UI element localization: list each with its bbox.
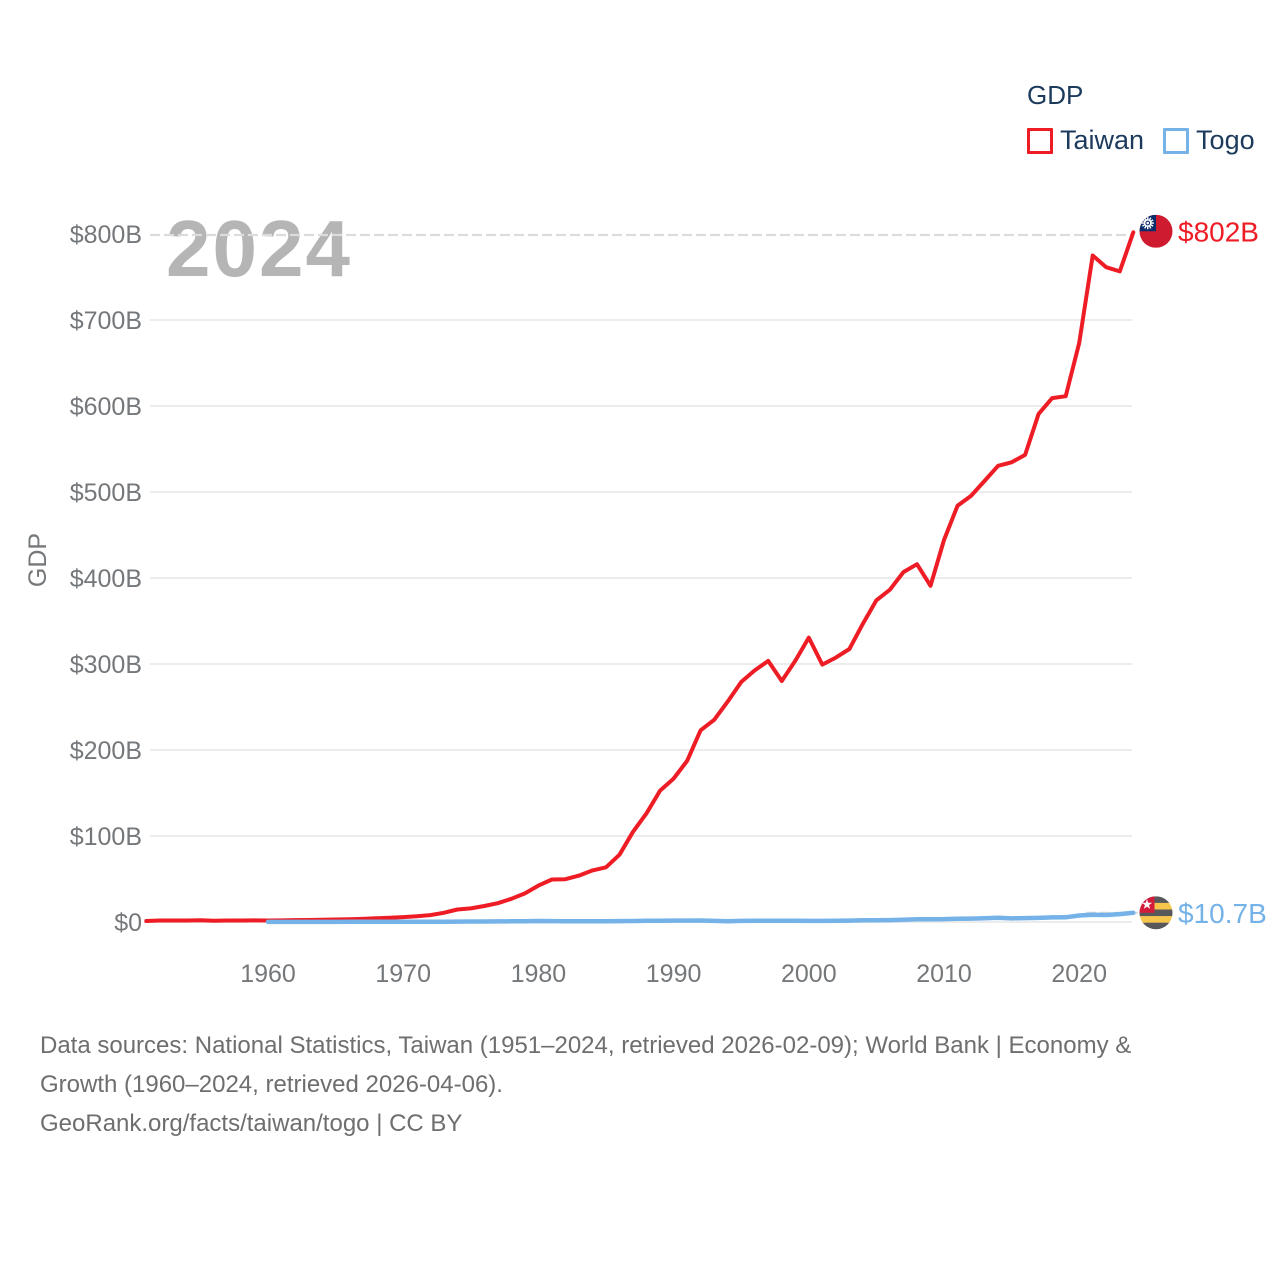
- gdp-line-chart: $0 $100B $200B $300B $400B $500B $600B $700B $80…: [24, 214, 1267, 988]
- data-sources-line-2: Growth (1960–2024, retrieved 2026-04-06)…: [40, 1071, 503, 1098]
- y-axis-title: GDP: [24, 533, 52, 587]
- taiwan-series-swatch: [1027, 127, 1053, 154]
- x-tick-label: 1960: [240, 960, 296, 988]
- y-tick-label: $100B: [70, 823, 142, 851]
- x-tick-label: 1980: [511, 960, 567, 988]
- taiwan-flag-icon[interactable]: [1139, 214, 1173, 248]
- y-tick-label: $300B: [70, 651, 142, 679]
- year-watermark: 2024: [166, 204, 352, 293]
- y-tick-label: $0: [114, 909, 142, 937]
- legend-item-taiwan[interactable]: Taiwan: [1027, 125, 1144, 156]
- x-tick-label: 1970: [375, 960, 431, 988]
- y-tick-label: $500B: [70, 479, 142, 507]
- togo-line[interactable]: [265, 910, 1136, 925]
- taiwan-line[interactable]: [144, 230, 1136, 923]
- attribution-line: GeoRank.org/facts/taiwan/togo | CC BY: [40, 1110, 463, 1137]
- legend-label-taiwan: Taiwan: [1060, 125, 1145, 155]
- y-tick-label: $800B: [70, 221, 142, 249]
- legend-item-togo[interactable]: Togo: [1163, 125, 1255, 156]
- y-tick-label: $700B: [70, 307, 142, 335]
- x-tick-label: 2020: [1051, 960, 1107, 988]
- y-tick-label: $400B: [70, 565, 142, 593]
- togo-value-label: $10.7B: [1178, 898, 1267, 929]
- legend-title: GDP: [1027, 80, 1084, 110]
- data-sources-line-1: Data sources: National Statistics, Taiwa…: [40, 1032, 1132, 1059]
- legend-label-togo: Togo: [1196, 125, 1255, 155]
- togo-series-swatch: [1163, 127, 1190, 154]
- x-tick-label: 1990: [646, 960, 702, 988]
- y-axis-ticks: $0 $100B $200B $300B $400B $500B $600B $700B $80…: [70, 221, 142, 937]
- legend-items: Taiwan Togo: [1027, 125, 1255, 156]
- legend: GDP Taiwan Togo: [1027, 80, 1255, 156]
- x-tick-label: 2000: [781, 960, 837, 988]
- taiwan-value-label: $802B: [1178, 216, 1259, 247]
- y-tick-label: $200B: [70, 737, 142, 765]
- y-tick-label: $600B: [70, 393, 142, 421]
- togo-flag-icon[interactable]: [1139, 896, 1173, 930]
- footer: Data sources: National Statistics, Taiwa…: [40, 1026, 1250, 1143]
- x-axis-ticks: 1960 1970 1980 1990 2000 2010 2020: [240, 960, 1107, 988]
- x-tick-label: 2010: [916, 960, 972, 988]
